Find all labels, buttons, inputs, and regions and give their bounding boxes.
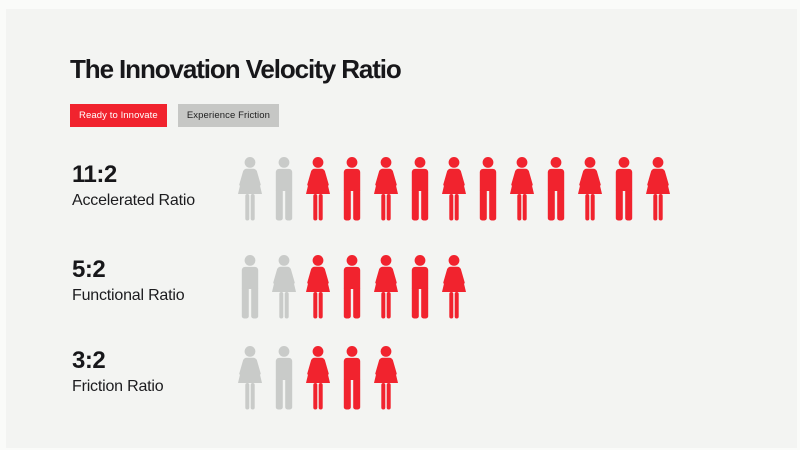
person-woman-icon	[301, 157, 335, 222]
person-man-icon	[335, 255, 369, 320]
row-friction-ratio: 3:2 Friction Ratio	[72, 346, 800, 416]
person-woman-icon	[505, 157, 539, 222]
person-woman-icon	[301, 346, 335, 411]
person-woman-icon	[267, 255, 301, 320]
pictogram-strip	[233, 255, 471, 320]
person-woman-icon	[369, 346, 403, 411]
person-man-icon	[607, 157, 641, 222]
ratio-name: Friction Ratio	[72, 378, 164, 395]
page-title: The Innovation Velocity Ratio	[70, 54, 402, 84]
pictogram-strip	[233, 346, 403, 411]
person-man-icon	[403, 157, 437, 222]
person-woman-icon	[233, 157, 267, 222]
pictogram-strip	[233, 157, 675, 222]
person-woman-icon	[233, 346, 267, 411]
row-label-block: 11:2 Accelerated Ratio	[72, 163, 232, 210]
ratio-value: 5:2	[72, 256, 106, 283]
person-man-icon	[267, 157, 301, 222]
person-man-icon	[471, 157, 505, 222]
legend-badge-experience-friction: Experience Friction	[177, 104, 280, 127]
row-label-block: 3:2 Friction Ratio	[72, 349, 232, 396]
person-man-icon	[539, 157, 573, 222]
person-woman-icon	[437, 255, 471, 320]
ratio-value: 11:2	[72, 161, 117, 188]
person-man-icon	[403, 255, 437, 320]
person-man-icon	[335, 157, 369, 222]
row-accelerated-ratio: 11:2 Accelerated Ratio	[72, 157, 800, 227]
row-functional-ratio: 5:2 Functional Ratio	[72, 255, 800, 325]
person-woman-icon	[573, 157, 607, 222]
background-panel	[6, 9, 797, 448]
ratio-name: Functional Ratio	[72, 287, 185, 304]
chart-legend: Ready to Innovate Experience Friction	[70, 104, 280, 127]
person-woman-icon	[301, 255, 335, 320]
person-man-icon	[267, 346, 301, 411]
row-label-block: 5:2 Functional Ratio	[72, 258, 232, 305]
legend-badge-ready-to-innovate: Ready to Innovate	[70, 104, 167, 127]
person-woman-icon	[641, 157, 675, 222]
person-woman-icon	[437, 157, 471, 222]
person-man-icon	[233, 255, 267, 320]
ratio-name: Accelerated Ratio	[72, 192, 195, 209]
ratio-value: 3:2	[72, 347, 106, 374]
person-man-icon	[335, 346, 369, 411]
person-woman-icon	[369, 157, 403, 222]
person-woman-icon	[369, 255, 403, 320]
